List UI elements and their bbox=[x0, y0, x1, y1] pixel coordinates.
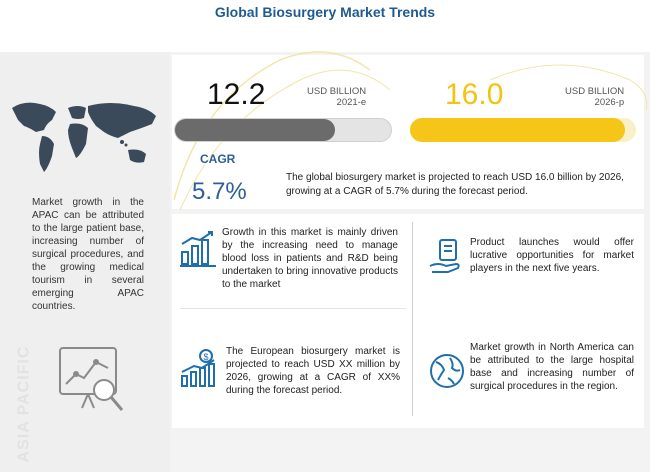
apac-description: Market growth in the APAC can be attribu… bbox=[32, 197, 144, 312]
world-map-icon bbox=[12, 102, 156, 172]
bar-track-2026 bbox=[410, 118, 636, 142]
svg-text:$: $ bbox=[203, 352, 208, 362]
dollar-growth-icon: $ bbox=[181, 349, 215, 387]
insight-opportunities: Product launches would offer lucrative o… bbox=[470, 237, 634, 274]
year-label-2021: 2021-e bbox=[336, 97, 367, 108]
market-summary: The global biosurgery market is projecte… bbox=[286, 172, 624, 197]
bar-2021 bbox=[175, 119, 335, 141]
insight-drivers: Growth in this market is mainly driven b… bbox=[222, 227, 398, 290]
market-value-2026: 16.0 bbox=[445, 78, 504, 111]
unit-label-2021: USD BILLION 2021-e bbox=[307, 86, 366, 108]
year-label-2026: 2026-p bbox=[594, 97, 625, 108]
vertical-divider bbox=[412, 222, 413, 416]
insight-north-america: Market growth in North America can be at… bbox=[470, 342, 634, 392]
product-hand-icon bbox=[429, 239, 460, 273]
unit-text: USD BILLION bbox=[565, 86, 625, 97]
market-value-2021: 12.2 bbox=[207, 78, 266, 111]
insights-card bbox=[172, 214, 644, 428]
cagr-value: 5.7% bbox=[192, 178, 247, 205]
growth-chart-icon bbox=[180, 231, 216, 267]
cagr-label: CAGR bbox=[200, 152, 236, 166]
unit-label-2026: USD BILLION 2026-p bbox=[565, 86, 624, 108]
insight-europe: The European biosurgery market is projec… bbox=[226, 346, 400, 396]
analysis-chart-icon bbox=[59, 347, 124, 411]
region-vertical-label: ASIA PACIFIC bbox=[15, 345, 33, 463]
globe-icon bbox=[430, 354, 464, 388]
horizontal-divider bbox=[180, 308, 406, 309]
bar-2026 bbox=[410, 118, 625, 142]
unit-text: USD BILLION bbox=[307, 86, 367, 97]
page-title: Global Biosurgery Market Trends bbox=[214, 4, 436, 20]
bar-track-2021 bbox=[174, 118, 392, 142]
